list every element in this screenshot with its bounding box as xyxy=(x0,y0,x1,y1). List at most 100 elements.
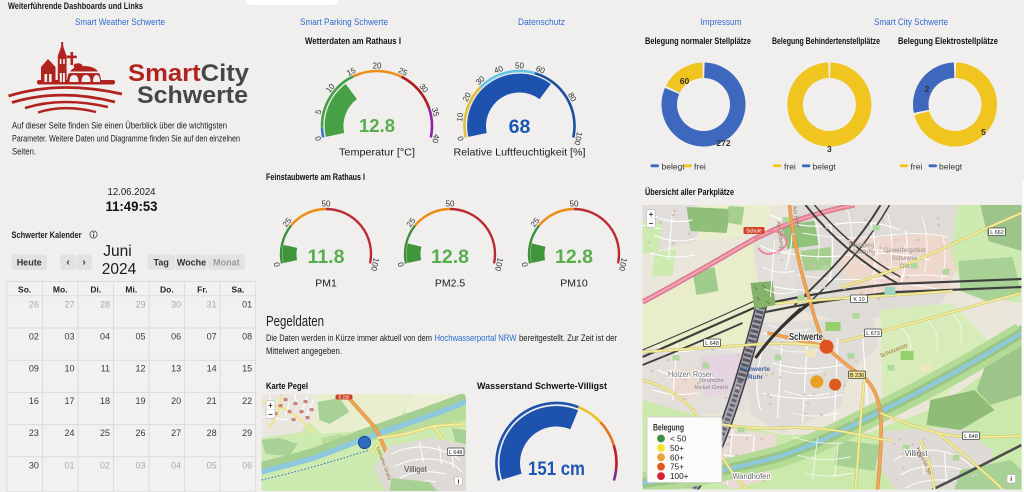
svg-text:75+: 75+ xyxy=(670,463,684,472)
svg-text:0: 0 xyxy=(520,261,530,268)
svg-text:Wandhofen: Wandhofen xyxy=(733,472,771,481)
svg-text:18: 18 xyxy=(100,396,110,406)
svg-text:belegt: belegt xyxy=(813,162,837,172)
svg-text:07: 07 xyxy=(207,332,217,342)
svg-text:14: 14 xyxy=(207,364,217,374)
svg-text:01: 01 xyxy=(242,299,252,309)
svg-text:22: 22 xyxy=(242,396,252,406)
svg-text:PM10: PM10 xyxy=(560,278,588,290)
svg-text:15: 15 xyxy=(242,364,252,374)
svg-text:11: 11 xyxy=(101,364,110,374)
svg-text:26: 26 xyxy=(29,299,39,309)
svg-text:28: 28 xyxy=(207,428,217,438)
svg-text:24: 24 xyxy=(64,428,74,438)
svg-text:35: 35 xyxy=(430,107,441,118)
svg-text:Schwerte: Schwerte xyxy=(137,82,248,109)
svg-text:04: 04 xyxy=(171,460,181,470)
svg-text:27: 27 xyxy=(64,299,74,309)
svg-text:‹: ‹ xyxy=(66,257,69,268)
svg-text:100: 100 xyxy=(493,257,505,273)
svg-text:05: 05 xyxy=(207,460,217,470)
svg-text:25: 25 xyxy=(100,428,110,438)
svg-text:Temperatur [°C]: Temperatur [°C] xyxy=(339,147,415,159)
svg-text:13: 13 xyxy=(171,364,181,374)
svg-text:27: 27 xyxy=(171,428,181,438)
svg-text:Ost: Ost xyxy=(900,263,910,270)
svg-text:Schwerter Kalender: Schwerter Kalender xyxy=(12,230,82,240)
svg-text:21: 21 xyxy=(207,396,217,406)
svg-text:Datenschutz: Datenschutz xyxy=(518,17,565,28)
svg-text:Auf dieser Seite finden Sie ei: Auf dieser Seite finden Sie einen Überbl… xyxy=(12,121,227,131)
svg-text:29: 29 xyxy=(136,299,146,309)
svg-text:12.8: 12.8 xyxy=(431,246,469,268)
svg-text:31: 31 xyxy=(207,299,217,309)
svg-text:0: 0 xyxy=(272,261,282,268)
svg-text:Schwerte: Schwerte xyxy=(741,366,770,373)
svg-text:Villigst: Villigst xyxy=(404,465,428,474)
svg-text:Nickel GmbH: Nickel GmbH xyxy=(694,385,728,391)
svg-text:Pegeldaten: Pegeldaten xyxy=(266,314,324,330)
svg-text:Schwerte: Schwerte xyxy=(892,255,918,262)
svg-text:frei: frei xyxy=(694,162,706,172)
svg-text:11:49:53: 11:49:53 xyxy=(106,199,158,214)
svg-text:Impressum: Impressum xyxy=(701,17,742,28)
svg-text:10: 10 xyxy=(64,364,74,374)
svg-text:100+: 100+ xyxy=(670,472,689,481)
svg-text:Siedlung: Siedlung xyxy=(852,250,875,256)
svg-text:09: 09 xyxy=(29,364,39,374)
svg-text:bereitgestellt. Zur Zeit ist d: bereitgestellt. Zur Zeit ist der xyxy=(519,333,617,343)
svg-text:Wasserstand Schwerte-Villigst: Wasserstand Schwerte-Villigst xyxy=(477,381,608,392)
svg-text:B 236: B 236 xyxy=(850,373,864,379)
svg-text:03: 03 xyxy=(64,332,74,342)
svg-text:30: 30 xyxy=(29,460,39,470)
svg-text:08: 08 xyxy=(242,332,252,342)
svg-text:−: − xyxy=(268,410,273,419)
svg-text:belegt: belegt xyxy=(662,162,686,172)
svg-text:03: 03 xyxy=(136,460,146,470)
svg-text:01: 01 xyxy=(64,460,74,470)
svg-text:26: 26 xyxy=(136,428,146,438)
svg-text:Seiten.: Seiten. xyxy=(12,147,36,157)
svg-text:L 648: L 648 xyxy=(964,434,978,440)
svg-text:Juni: Juni xyxy=(103,243,131,260)
svg-text:Monat: Monat xyxy=(213,258,240,268)
svg-text:i: i xyxy=(1010,476,1012,483)
svg-text:Relative Luftfeuchtigkeit [%]: Relative Luftfeuchtigkeit [%] xyxy=(454,147,586,159)
svg-text:Mittelwert angegeben.: Mittelwert angegeben. xyxy=(266,346,342,356)
svg-text:50: 50 xyxy=(322,200,331,209)
svg-text:PM1: PM1 xyxy=(315,278,337,290)
svg-text:11.8: 11.8 xyxy=(308,246,345,268)
svg-text:50: 50 xyxy=(446,200,455,209)
svg-text:i: i xyxy=(458,478,460,485)
svg-text:100: 100 xyxy=(572,131,584,147)
svg-text:+: + xyxy=(268,401,273,410)
svg-text:L 648: L 648 xyxy=(705,341,719,347)
svg-text:25: 25 xyxy=(397,66,409,78)
svg-text:0: 0 xyxy=(313,135,323,142)
svg-text:60+: 60+ xyxy=(670,453,684,462)
svg-text:Schule: Schule xyxy=(746,229,762,235)
svg-text:Belegung normaler Stellplätze: Belegung normaler Stellplätze xyxy=(645,36,751,47)
svg-text:Heute: Heute xyxy=(17,258,42,268)
svg-text:19: 19 xyxy=(136,396,146,406)
svg-text:Smart City Schwerte: Smart City Schwerte xyxy=(874,17,948,28)
svg-text:151 cm: 151 cm xyxy=(528,458,585,480)
svg-text:Belegung Behindertenstellplätz: Belegung Behindertenstellplätze xyxy=(772,36,880,47)
svg-text:Woche: Woche xyxy=(177,258,206,268)
svg-text:Am Ebberg: Am Ebberg xyxy=(775,221,785,249)
svg-text:2024: 2024 xyxy=(102,261,137,278)
svg-text:2: 2 xyxy=(925,84,930,94)
svg-text:20: 20 xyxy=(171,396,181,406)
svg-text:Am Eikei: Am Eikei xyxy=(791,206,801,228)
svg-text:12.8: 12.8 xyxy=(359,115,395,136)
svg-text:12.8: 12.8 xyxy=(555,246,593,268)
svg-text:Sa.: Sa. xyxy=(232,284,245,294)
svg-text:Karte Pegel: Karte Pegel xyxy=(266,381,308,392)
svg-text:40: 40 xyxy=(493,64,505,76)
svg-text:40: 40 xyxy=(430,133,441,144)
svg-text:Feinstaubwerte am Rathaus I: Feinstaubwerte am Rathaus I xyxy=(266,172,365,183)
svg-text:L 673: L 673 xyxy=(866,331,880,337)
svg-text:29: 29 xyxy=(242,428,252,438)
svg-text:Ruhr: Ruhr xyxy=(748,374,764,381)
